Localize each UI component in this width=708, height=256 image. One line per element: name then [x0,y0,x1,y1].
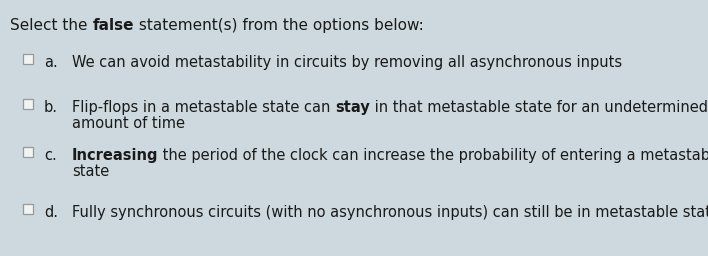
Text: statement(s) from the options below:: statement(s) from the options below: [134,18,423,33]
Text: a.: a. [44,55,58,70]
Text: amount of time: amount of time [72,116,185,131]
Text: the period of the clock can increase the probability of entering a metastable: the period of the clock can increase the… [159,148,708,163]
Text: Increasing: Increasing [72,148,159,163]
Bar [23,147,33,157]
Bar [23,204,33,214]
Text: We can avoid metastability in circuits by removing all asynchronous inputs: We can avoid metastability in circuits b… [72,55,622,70]
Text: Flip-flops in a metastable state can: Flip-flops in a metastable state can [72,100,335,115]
Text: in that metastable state for an undetermined: in that metastable state for an undeterm… [370,100,708,115]
Bar [23,99,33,109]
Text: Fully synchronous circuits (with no asynchronous inputs) can still be in metasta: Fully synchronous circuits (with no asyn… [72,205,708,220]
Text: stay: stay [335,100,370,115]
Text: state: state [72,164,109,179]
Text: Select the: Select the [10,18,92,33]
Bar [23,54,33,64]
Text: c.: c. [44,148,57,163]
Text: b.: b. [44,100,58,115]
Text: false: false [92,18,134,33]
Text: d.: d. [44,205,58,220]
